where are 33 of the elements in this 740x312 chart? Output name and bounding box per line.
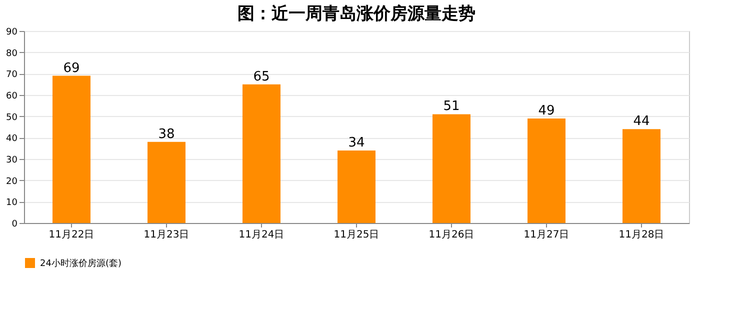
x-tick-label: 11月27日 xyxy=(524,230,570,240)
data-label: 51 xyxy=(443,99,460,114)
x-tick-label: 11月26日 xyxy=(428,230,474,240)
bar xyxy=(528,118,566,223)
bar xyxy=(622,129,660,223)
data-label: 69 xyxy=(63,60,80,76)
bar xyxy=(432,114,470,223)
data-label: 38 xyxy=(158,126,175,142)
y-tick-label: 0 xyxy=(12,220,18,230)
y-tick-label: 50 xyxy=(6,112,18,123)
legend-label: 24小时涨价房源(套) xyxy=(40,258,122,269)
data-label: 34 xyxy=(348,135,365,150)
x-tick-label: 11月22日 xyxy=(48,230,94,240)
chart-title: 图：近一周青岛涨价房源量走势 xyxy=(238,4,476,24)
y-tick-label: 60 xyxy=(6,92,18,102)
data-label: 44 xyxy=(633,114,650,130)
bar xyxy=(242,84,280,223)
y-tick-label: 90 xyxy=(6,28,18,38)
x-tick-label: 11月23日 xyxy=(144,230,190,240)
y-tick-label: 10 xyxy=(6,198,18,208)
bar xyxy=(338,150,376,223)
y-tick-label: 40 xyxy=(6,134,18,144)
x-tick-label: 11月24日 xyxy=(238,230,284,240)
data-label: 49 xyxy=(538,103,555,118)
y-tick-label: 20 xyxy=(6,176,18,187)
y-tick-label: 30 xyxy=(6,156,18,166)
x-tick-label: 11月28日 xyxy=(618,230,664,240)
bar xyxy=(52,76,90,223)
bar xyxy=(148,142,186,223)
y-tick-label: 80 xyxy=(6,48,18,59)
y-tick-label: 70 xyxy=(6,70,18,80)
data-label: 65 xyxy=(253,69,270,84)
x-tick-label: 11月25日 xyxy=(334,230,380,240)
